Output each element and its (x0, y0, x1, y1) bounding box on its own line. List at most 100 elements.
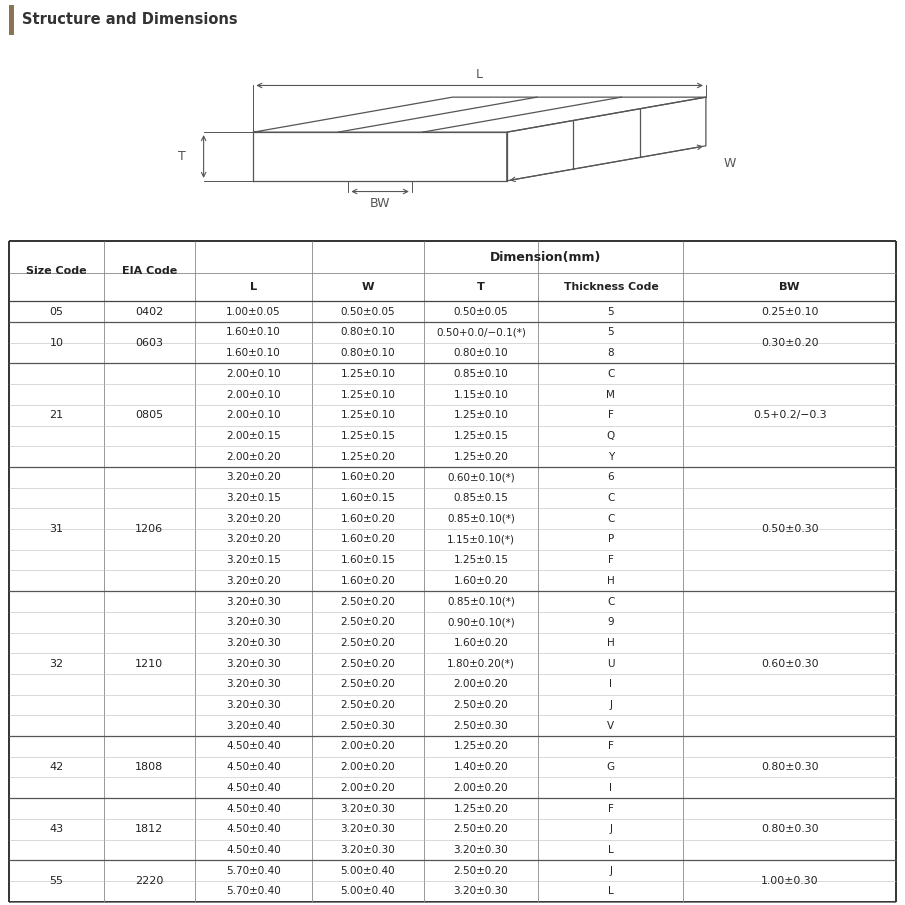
Text: 1.60±0.20: 1.60±0.20 (340, 576, 395, 586)
Text: 2.00±0.15: 2.00±0.15 (226, 431, 281, 441)
Text: T: T (477, 282, 485, 292)
Text: 1.60±0.10: 1.60±0.10 (226, 348, 281, 358)
Text: 2.50±0.20: 2.50±0.20 (453, 865, 509, 876)
Text: M: M (606, 389, 615, 399)
Text: 1.60±0.20: 1.60±0.20 (453, 576, 509, 586)
Text: 1.60±0.15: 1.60±0.15 (340, 493, 395, 503)
Text: Thickness Code: Thickness Code (564, 282, 658, 292)
Text: 2.50±0.20: 2.50±0.20 (453, 700, 509, 710)
Text: C: C (607, 596, 614, 606)
Text: 2.00±0.20: 2.00±0.20 (340, 783, 395, 793)
Text: 1.60±0.20: 1.60±0.20 (340, 535, 395, 545)
Text: 0.60±0.30: 0.60±0.30 (761, 659, 818, 669)
Text: J: J (609, 824, 613, 834)
Text: 2.00±0.10: 2.00±0.10 (226, 369, 281, 379)
Text: 32: 32 (50, 659, 63, 669)
Text: Structure and Dimensions: Structure and Dimensions (22, 13, 237, 27)
Text: 1.15±0.10(*): 1.15±0.10(*) (447, 535, 515, 545)
Text: 5.00±0.40: 5.00±0.40 (340, 886, 395, 896)
Text: 21: 21 (50, 410, 63, 420)
Text: 3.20±0.20: 3.20±0.20 (226, 576, 281, 586)
Text: BW: BW (370, 197, 390, 210)
Text: H: H (607, 638, 614, 648)
Text: 1.00±0.30: 1.00±0.30 (761, 876, 818, 886)
Text: 0.85±0.15: 0.85±0.15 (453, 493, 509, 503)
Text: 2.50±0.20: 2.50±0.20 (340, 659, 395, 669)
Text: J: J (609, 865, 613, 876)
Text: 2.50±0.20: 2.50±0.20 (340, 638, 395, 648)
Text: Q: Q (606, 431, 615, 441)
Text: 3.20±0.15: 3.20±0.15 (226, 555, 281, 565)
Text: 3.20±0.30: 3.20±0.30 (226, 659, 281, 669)
Text: U: U (607, 659, 614, 669)
Text: 4.50±0.40: 4.50±0.40 (226, 741, 281, 751)
Text: 1.60±0.20: 1.60±0.20 (340, 514, 395, 524)
Text: 31: 31 (50, 524, 63, 534)
Text: 0.85±0.10: 0.85±0.10 (453, 369, 509, 379)
Text: 0.80±0.10: 0.80±0.10 (453, 348, 509, 358)
Text: 0.60±0.10(*): 0.60±0.10(*) (447, 472, 515, 482)
Text: 1.25±0.15: 1.25±0.15 (340, 431, 395, 441)
Text: 0.50±0.05: 0.50±0.05 (453, 307, 509, 317)
Text: 1.25±0.20: 1.25±0.20 (453, 741, 509, 751)
Text: 2.50±0.20: 2.50±0.20 (340, 680, 395, 690)
Text: F: F (608, 555, 614, 565)
Text: 3.20±0.30: 3.20±0.30 (226, 596, 281, 606)
Text: H: H (607, 576, 614, 586)
Text: F: F (608, 804, 614, 814)
Text: Y: Y (608, 452, 614, 462)
Text: W: W (724, 157, 737, 170)
Text: W: W (362, 282, 374, 292)
Text: 9: 9 (607, 617, 614, 627)
Text: F: F (608, 741, 614, 751)
Text: 05: 05 (50, 307, 63, 317)
Text: 2220: 2220 (135, 876, 164, 886)
Text: 43: 43 (50, 824, 63, 834)
Text: 5.00±0.40: 5.00±0.40 (340, 865, 395, 876)
Text: 0.50±0.05: 0.50±0.05 (340, 307, 395, 317)
Text: 55: 55 (50, 876, 63, 886)
Text: G: G (607, 762, 614, 772)
Text: 3.20±0.30: 3.20±0.30 (226, 638, 281, 648)
Text: 1.25±0.15: 1.25±0.15 (453, 431, 509, 441)
Text: 0.5+0.2/−0.3: 0.5+0.2/−0.3 (753, 410, 826, 420)
Text: 1.60±0.20: 1.60±0.20 (340, 472, 395, 482)
Text: 3.20±0.30: 3.20±0.30 (340, 824, 395, 834)
Text: 3.20±0.30: 3.20±0.30 (340, 845, 395, 855)
Text: C: C (607, 493, 614, 503)
Text: 1808: 1808 (135, 762, 164, 772)
Text: 2.00±0.20: 2.00±0.20 (453, 783, 509, 793)
Text: 0.85±0.10(*): 0.85±0.10(*) (447, 514, 515, 524)
Text: 10: 10 (50, 338, 63, 348)
Text: L: L (250, 282, 257, 292)
Text: T: T (177, 150, 186, 163)
Text: V: V (607, 720, 614, 730)
Text: 1.60±0.15: 1.60±0.15 (340, 555, 395, 565)
Text: 2.00±0.20: 2.00±0.20 (226, 452, 281, 462)
Text: 1812: 1812 (135, 824, 164, 834)
Text: 0402: 0402 (135, 307, 164, 317)
Text: 4.50±0.40: 4.50±0.40 (226, 804, 281, 814)
Text: C: C (607, 514, 614, 524)
Text: 3.20±0.40: 3.20±0.40 (226, 720, 281, 730)
Text: L: L (608, 845, 614, 855)
Text: 5: 5 (607, 307, 614, 317)
Text: EIA Code: EIA Code (121, 266, 177, 276)
Text: 3.20±0.30: 3.20±0.30 (226, 680, 281, 690)
Text: 0.80±0.30: 0.80±0.30 (761, 762, 818, 772)
Text: F: F (608, 410, 614, 420)
Text: I: I (609, 783, 613, 793)
Text: 2.00±0.20: 2.00±0.20 (340, 762, 395, 772)
Text: L: L (476, 68, 483, 81)
Text: 3.20±0.20: 3.20±0.20 (226, 514, 281, 524)
Text: 2.50±0.30: 2.50±0.30 (340, 720, 395, 730)
Text: 3.20±0.20: 3.20±0.20 (226, 472, 281, 482)
Text: 2.00±0.10: 2.00±0.10 (226, 410, 281, 420)
Text: 2.50±0.20: 2.50±0.20 (340, 617, 395, 627)
Text: 1210: 1210 (135, 659, 164, 669)
Text: 4.50±0.40: 4.50±0.40 (226, 845, 281, 855)
Bar (9, 5, 14, 35)
Text: Dimension(mm): Dimension(mm) (490, 251, 601, 264)
Text: 1.25±0.20: 1.25±0.20 (453, 804, 509, 814)
Text: 4.50±0.40: 4.50±0.40 (226, 783, 281, 793)
